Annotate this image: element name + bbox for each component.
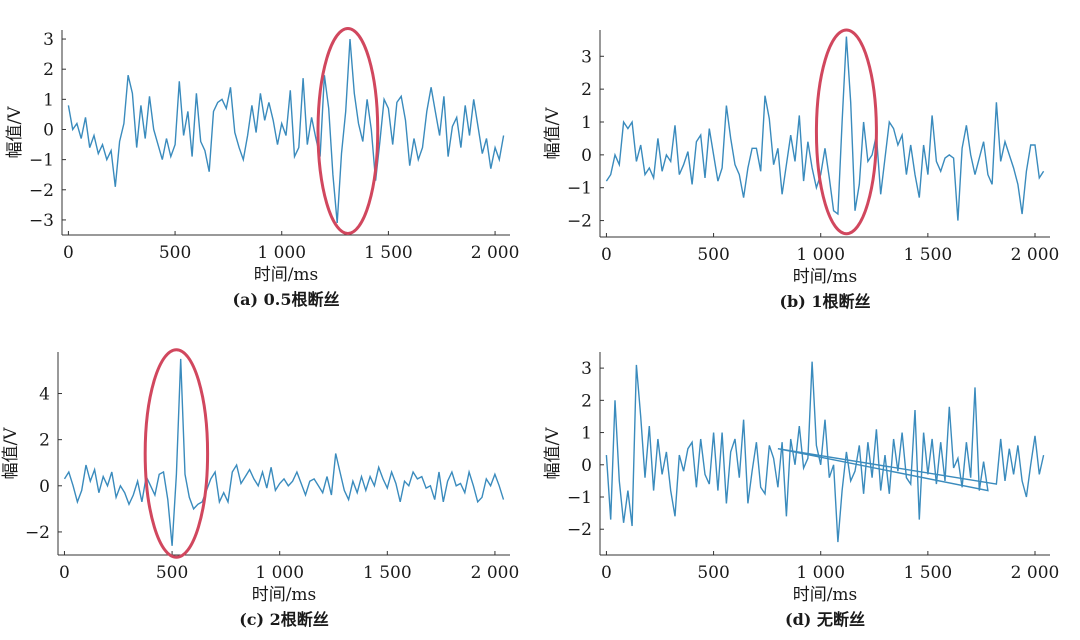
x-tick-label: 0 bbox=[601, 245, 612, 265]
signal-line bbox=[63, 358, 505, 546]
y-tick-label: −2 bbox=[29, 181, 54, 201]
panel-caption: (a) 0.5根断丝 bbox=[233, 290, 340, 309]
chart-svg: 0 500 1 000 1 500 2 000 −2 0 2 4 时间/ms 幅值/V (c) 2根断… bbox=[1, 348, 520, 629]
y-tick-label: 1 bbox=[581, 424, 592, 444]
highlight-ellipse bbox=[814, 28, 878, 236]
x-tick-label: 1 500 bbox=[364, 243, 413, 263]
y-tick-label: 3 bbox=[581, 47, 592, 67]
y-tick-label: −1 bbox=[29, 151, 54, 171]
y-tick-label: 4 bbox=[39, 385, 50, 405]
x-tick-label: 0 bbox=[601, 563, 612, 583]
x-axis-label: 时间/ms bbox=[252, 585, 317, 605]
chart-svg: 0 500 1 000 1 500 2 000 −2 −1 0 1 2 3 时间/ms 幅值/V (d) … bbox=[543, 352, 1060, 629]
chart-panel-c: 0 500 1 000 1 500 2 000 −2 0 2 4 时间/ms 幅值/V (c) 2根断… bbox=[0, 320, 540, 640]
y-tick-label: 2 bbox=[43, 60, 54, 80]
x-tick-label: 500 bbox=[156, 563, 188, 583]
y-tick-label: −1 bbox=[567, 179, 592, 199]
y-tick-label: −2 bbox=[567, 520, 592, 540]
y-tick-label: 0 bbox=[581, 146, 592, 166]
x-tick-label: 2 000 bbox=[471, 243, 520, 263]
y-tick-label: −3 bbox=[29, 211, 54, 231]
panel-caption: (c) 2根断丝 bbox=[239, 610, 329, 629]
y-tick-label: −2 bbox=[567, 212, 592, 232]
x-tick-label: 1 500 bbox=[904, 563, 953, 583]
y-tick-label: 0 bbox=[43, 120, 54, 140]
signal-line bbox=[605, 361, 1045, 543]
x-tick-label: 1 000 bbox=[796, 563, 845, 583]
y-axis-label: 幅值/V bbox=[543, 107, 563, 160]
y-axis-label: 幅值/V bbox=[5, 106, 25, 159]
x-tick-label: 1 000 bbox=[796, 245, 845, 265]
x-tick-label: 2 000 bbox=[1011, 245, 1060, 265]
y-tick-label: 3 bbox=[581, 359, 592, 379]
y-tick-label: 1 bbox=[581, 113, 592, 133]
y-tick-label: 2 bbox=[39, 431, 50, 451]
signal-line bbox=[67, 38, 505, 223]
chart-panel-b: 0 500 1 000 1 500 2 000 −2 −1 0 1 2 3 时间/ms 幅值/V (b) … bbox=[540, 0, 1080, 320]
panel-caption: (b) 1根断丝 bbox=[779, 292, 870, 311]
chart-svg: 0 500 1 000 1 500 2 000 −3 −2 −1 0 1 2 3 时间/ms 幅值/V (a… bbox=[5, 26, 520, 309]
x-axis-label: 时间/ms bbox=[793, 585, 858, 605]
y-axis-label: 幅值/V bbox=[1, 427, 21, 480]
x-tick-label: 500 bbox=[159, 243, 191, 263]
x-tick-label: 0 bbox=[63, 243, 74, 263]
chart-svg: 0 500 1 000 1 500 2 000 −2 −1 0 1 2 3 时间/ms 幅值/V (b) … bbox=[543, 28, 1060, 311]
y-tick-label: −1 bbox=[567, 488, 592, 508]
x-tick-label: 2 000 bbox=[471, 563, 520, 583]
chart-panel-d: 0 500 1 000 1 500 2 000 −2 −1 0 1 2 3 时间/ms 幅值/V (d) … bbox=[540, 320, 1080, 640]
highlight-ellipse bbox=[316, 26, 380, 235]
x-tick-label: 1 000 bbox=[255, 563, 304, 583]
x-tick-label: 1 000 bbox=[257, 243, 306, 263]
y-tick-label: 2 bbox=[581, 391, 592, 411]
signal-line bbox=[605, 36, 1045, 221]
y-tick-label: 1 bbox=[43, 90, 54, 110]
chart-panel-a: 0 500 1 000 1 500 2 000 −3 −2 −1 0 1 2 3 时间/ms 幅值/V (a… bbox=[0, 0, 540, 320]
y-tick-label: 2 bbox=[581, 80, 592, 100]
x-tick-label: 0 bbox=[59, 563, 70, 583]
x-axis-label: 时间/ms bbox=[254, 265, 319, 285]
x-tick-label: 500 bbox=[697, 245, 729, 265]
y-tick-label: −2 bbox=[25, 523, 50, 543]
y-axis-label: 幅值/V bbox=[543, 427, 563, 480]
x-tick-label: 1 500 bbox=[904, 245, 953, 265]
panel-caption: (d) 无断丝 bbox=[785, 610, 865, 629]
y-tick-label: 0 bbox=[581, 456, 592, 476]
x-tick-label: 1 500 bbox=[363, 563, 412, 583]
x-tick-label: 2 000 bbox=[1011, 563, 1060, 583]
y-tick-label: 3 bbox=[43, 30, 54, 50]
x-tick-label: 500 bbox=[697, 563, 729, 583]
x-axis-label: 时间/ms bbox=[793, 267, 858, 287]
highlight-ellipse bbox=[143, 348, 210, 559]
y-tick-label: 0 bbox=[39, 477, 50, 497]
